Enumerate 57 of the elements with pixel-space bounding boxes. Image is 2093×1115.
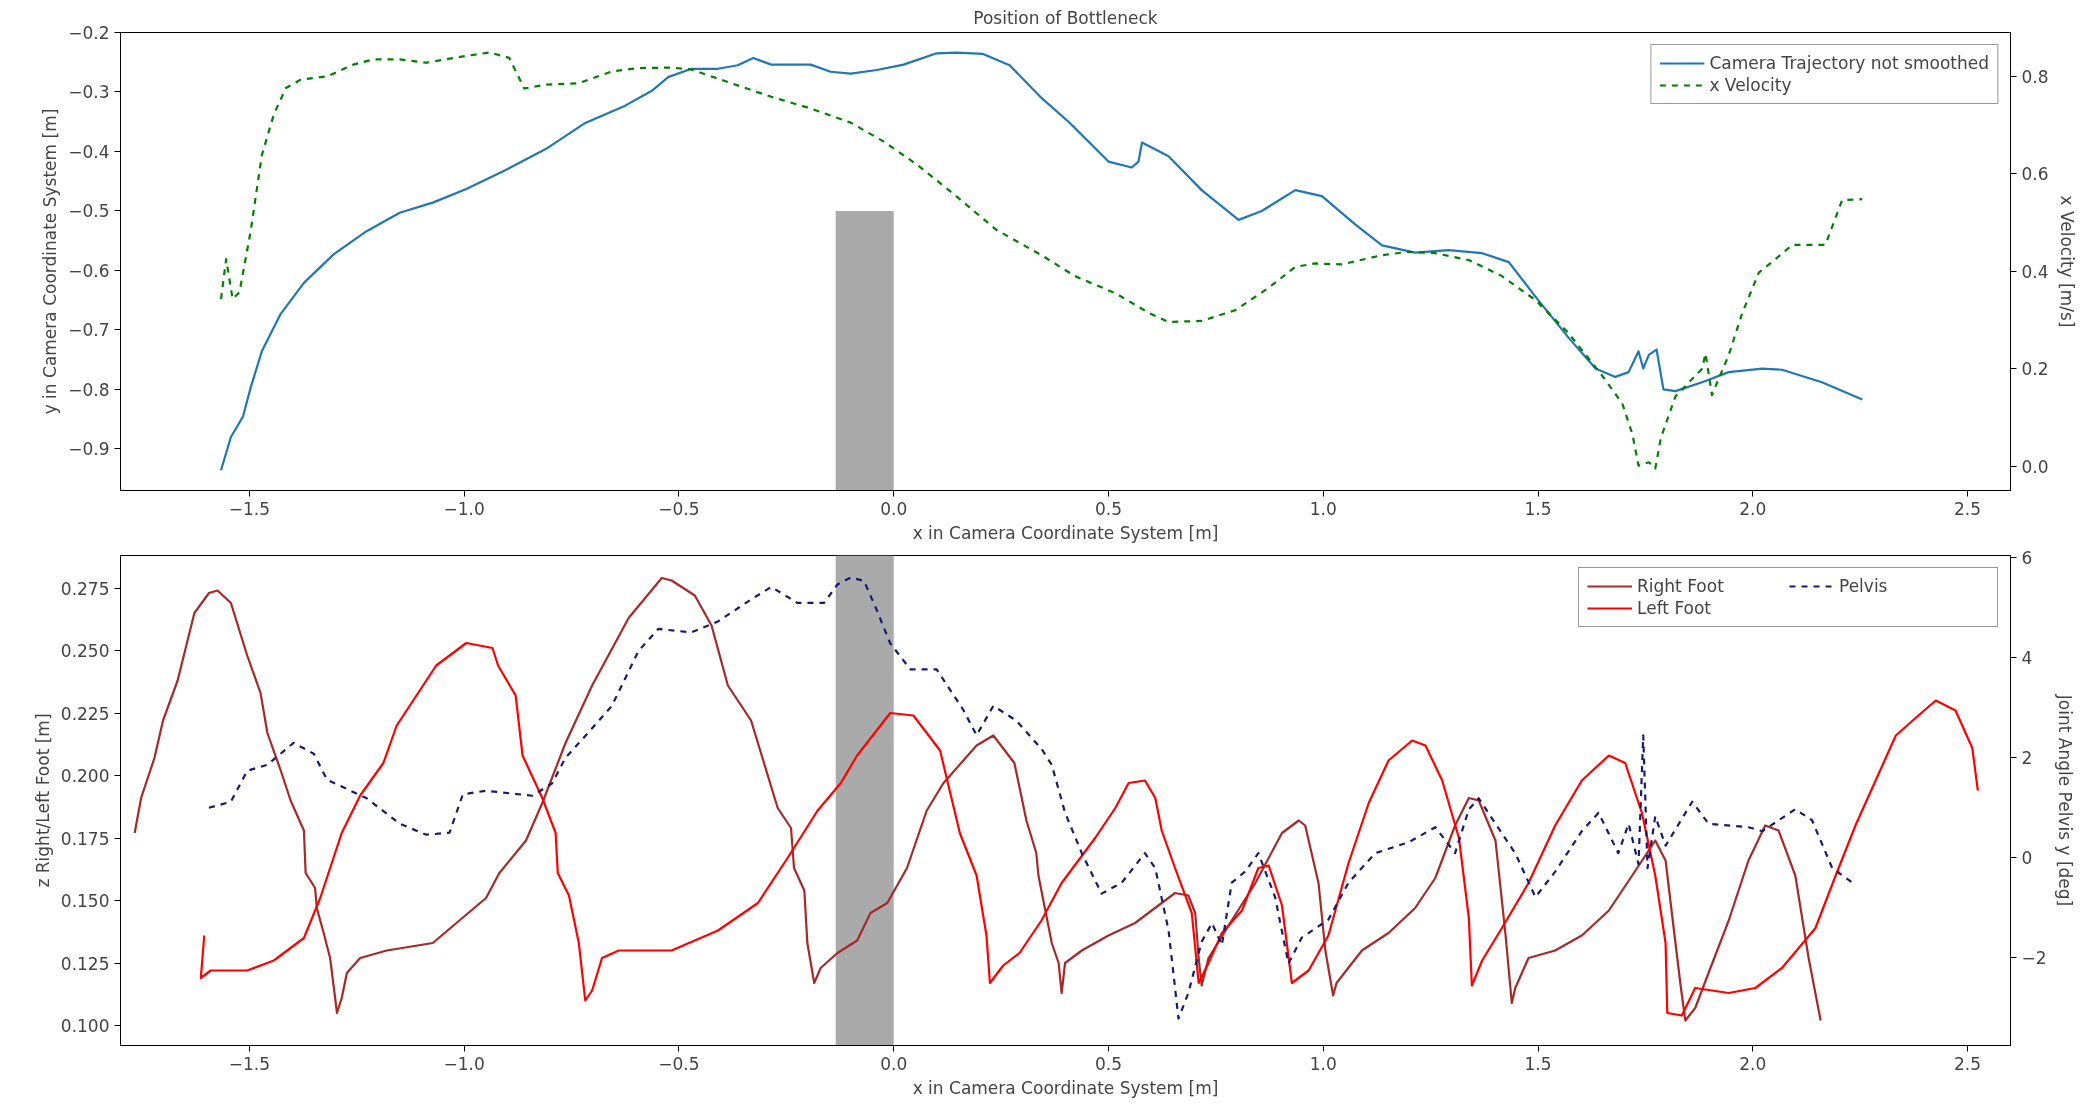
y-tick-label: 0.275 (60, 578, 110, 599)
y2-tick-label: 4 (2021, 647, 2033, 668)
y2-axis-title: Joint Angle Pelvis y [deg] (2054, 693, 2075, 907)
x-tick-label: 1.5 (1524, 498, 1552, 519)
y-tick-label: −0.6 (68, 260, 110, 281)
y2-tick-label: 0 (2021, 847, 2033, 868)
y2-tick-label: 0.4 (2021, 261, 2049, 282)
y-tick-label: −0.8 (68, 379, 110, 400)
legend-label: Right Foot (1637, 576, 1725, 596)
y-tick-label: −0.5 (68, 201, 110, 222)
y2-tick-label: 6 (2021, 548, 2033, 568)
x-tick-label: 0.0 (880, 1053, 908, 1074)
y-axis-title: y in Camera Coordinate System [m] (40, 108, 61, 415)
x-tick-label: −1.5 (228, 498, 271, 519)
x-tick-label: 1.0 (1309, 498, 1337, 519)
y-tick-label: −0.4 (68, 141, 110, 162)
y-tick-label: 0.175 (60, 828, 110, 849)
y-tick-label: 0.225 (60, 703, 110, 724)
x-tick-label: 2.0 (1739, 498, 1767, 519)
x-tick-label: 0.5 (1094, 498, 1122, 519)
y-tick-label: −0.3 (68, 82, 110, 103)
legend-label: Pelvis (1839, 576, 1889, 596)
y2-tick-label: 0.0 (2021, 456, 2049, 477)
y-tick-label: 0.125 (60, 953, 110, 974)
x-tick-label: −0.5 (658, 498, 700, 519)
x-tick-label: 0.0 (880, 498, 908, 519)
y2-tick-label: −2 (2021, 947, 2047, 968)
line-series (199, 641, 1979, 1017)
y-tick-label: 0.100 (60, 1016, 110, 1036)
y-tick-label: −0.9 (68, 439, 110, 460)
y2-tick-label: 0.6 (2021, 164, 2049, 185)
x-tick-label: −1.5 (228, 1053, 271, 1074)
x-tick-label: −0.5 (658, 1053, 700, 1074)
legend-label: Camera Trajectory not smoothed (1709, 53, 1989, 73)
x-tick-label: 0.5 (1094, 1053, 1122, 1074)
x-tick-label: −1.0 (443, 498, 485, 519)
x-tick-label: 1.0 (1309, 1053, 1337, 1074)
legend-label: Left Foot (1637, 598, 1713, 618)
x-axis-title: x in Camera Coordinate System [m] (912, 1077, 1219, 1098)
y-tick-label: −0.7 (68, 320, 110, 341)
y-tick-label: 0.150 (60, 891, 110, 911)
chart-title: Position of Bottleneck (973, 7, 1158, 28)
x-tick-label: 2.5 (1954, 1053, 1982, 1074)
y2-axis-title: x Velocity [m/s] (2056, 195, 2077, 328)
x-tick-label: 1.5 (1524, 1053, 1552, 1074)
x-tick-label: 2.5 (1954, 498, 1982, 519)
y2-tick-label: 0.8 (2021, 66, 2049, 87)
legend-label: x Velocity (1709, 75, 1793, 95)
y-tick-label: 0.250 (60, 641, 110, 661)
y-axis-title: z Right/Left Foot [m] (32, 713, 53, 888)
y2-tick-label: 2 (2021, 747, 2033, 768)
x-tick-label: −1.0 (443, 1053, 485, 1074)
x-tick-label: 2.0 (1739, 1053, 1767, 1074)
y-tick-label: 0.200 (60, 766, 110, 786)
x-axis-title: x in Camera Coordinate System [m] (912, 522, 1219, 543)
y2-tick-label: 0.2 (2021, 359, 2049, 380)
y-tick-label: −0.2 (68, 23, 110, 43)
